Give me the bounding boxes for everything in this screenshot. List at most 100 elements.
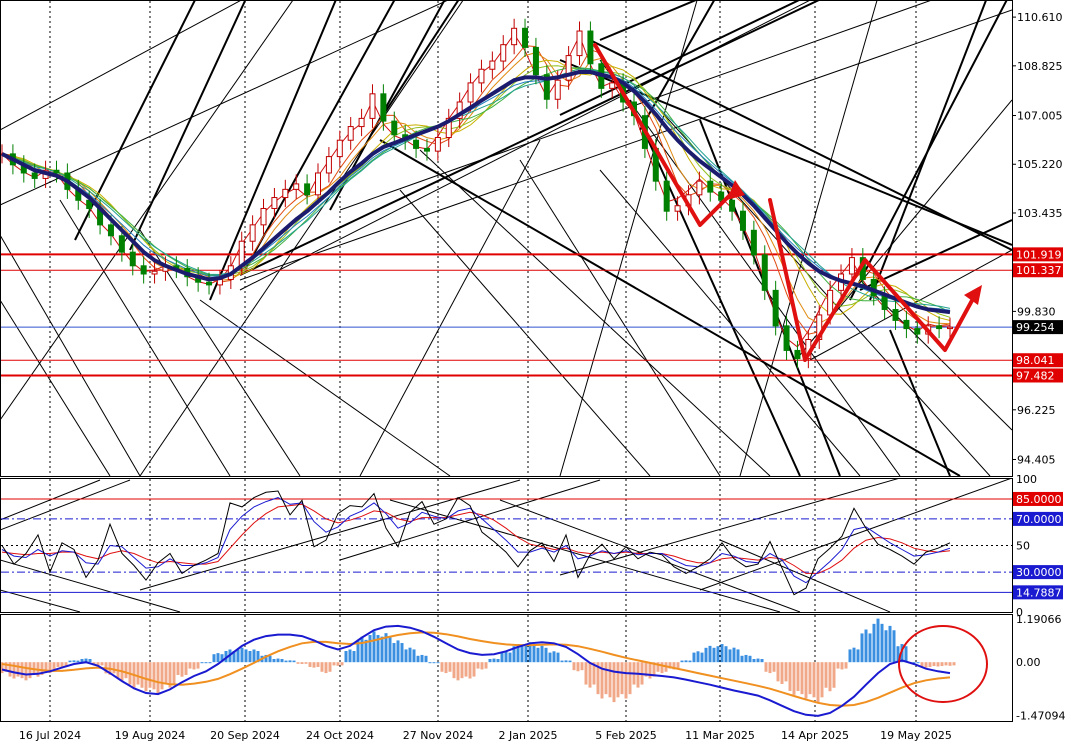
macd-histogram-bar <box>560 660 564 663</box>
macd-histogram-bar <box>492 658 496 663</box>
x-tick-label: 16 Jul 2024 <box>19 729 81 742</box>
x-tick-label: 5 Feb 2025 <box>595 729 656 742</box>
macd-histogram-bar <box>812 662 816 698</box>
macd-histogram-bar <box>688 660 692 663</box>
macd-histogram-bar <box>920 662 924 667</box>
macd-histogram-bar <box>788 662 792 691</box>
macd-histogram-bar <box>540 645 544 663</box>
macd-histogram-bar <box>844 662 848 669</box>
macd-histogram-bar <box>448 662 452 672</box>
macd-histogram-bar <box>896 646 900 663</box>
macd-histogram-bar <box>148 662 152 688</box>
macd-histogram-bar <box>216 653 220 663</box>
macd-histogram-bar <box>388 636 392 663</box>
macd-histogram-bar <box>68 660 72 663</box>
macd-histogram-bar <box>520 646 524 663</box>
candle-body <box>293 183 300 190</box>
macd-histogram-bar <box>872 623 876 663</box>
macd-histogram-bar <box>796 662 800 691</box>
macd-histogram-bar <box>356 639 360 663</box>
macd-histogram-bar <box>500 652 504 663</box>
candle-body <box>478 68 485 84</box>
macd-histogram-bar <box>612 662 616 703</box>
y-tick-label: 107.005 <box>1017 110 1063 123</box>
macd-histogram-bar <box>848 649 852 663</box>
macd-histogram-bar <box>604 662 608 695</box>
macd-histogram-bar <box>544 647 548 663</box>
macd-histogram-bar <box>316 662 320 667</box>
macd-histogram-bar <box>136 662 140 685</box>
macd-histogram-bar <box>940 662 944 667</box>
macd-histogram-bar <box>320 662 324 672</box>
candle-body <box>380 93 387 122</box>
macd-histogram-bar <box>864 629 868 663</box>
macd-histogram-bar <box>736 649 740 663</box>
macd-histogram-bar <box>396 640 400 663</box>
macd-histogram-bar <box>88 658 92 663</box>
macd-histogram-bar <box>672 662 676 670</box>
macd-histogram-bar <box>840 662 844 670</box>
candle-body <box>53 169 60 174</box>
macd-histogram-bar <box>932 662 936 667</box>
candle-body <box>543 74 550 100</box>
macd-histogram-bar <box>792 662 796 695</box>
price-panel <box>0 0 1013 477</box>
level-tag: 97.482 <box>1016 369 1055 382</box>
y-tick-label: 103.435 <box>1017 207 1063 220</box>
candle-body <box>750 229 757 256</box>
macd-histogram-bar <box>472 662 476 677</box>
macd-histogram-bar <box>824 662 828 688</box>
candle-body <box>532 46 539 76</box>
macd-histogram-bar <box>780 662 784 684</box>
price-series <box>1 18 1012 377</box>
macd-histogram-bar <box>580 662 584 671</box>
macd-histogram-bar <box>912 662 916 664</box>
osc-level-tag: 70.0000 <box>1016 513 1062 526</box>
macd-histogram-bar <box>764 662 768 672</box>
macd-histogram-bar <box>432 662 436 664</box>
macd-histogram-bar <box>800 662 804 695</box>
x-tick-label: 11 Mar 2025 <box>685 729 755 742</box>
macd-histogram-bar <box>740 655 744 663</box>
y-tick-label: 94.405 <box>1017 453 1056 466</box>
macd-histogram-bar <box>332 662 336 666</box>
y-tick-label: 99.830 <box>1017 305 1056 318</box>
candle-body <box>347 126 354 141</box>
macd-histogram-bar <box>676 662 680 669</box>
osc-fast-line <box>1 490 951 596</box>
macd-histogram-bar <box>552 651 556 663</box>
macd-histogram-bar <box>272 658 276 663</box>
macd-histogram-bar <box>832 662 836 688</box>
macd-histogram-bar <box>804 662 808 699</box>
candle-body <box>489 60 496 70</box>
y-tick-label: 110.610 <box>1017 11 1063 24</box>
macd-histogram-bar <box>564 660 568 663</box>
macd-histogram-bar <box>20 662 24 679</box>
macd-histogram-bar <box>80 658 84 663</box>
macd-histogram-bar <box>380 636 384 663</box>
macd-histogram-bar <box>876 618 880 663</box>
macd-histogram-bar <box>892 630 896 663</box>
candle-body <box>358 117 365 128</box>
macd-histogram-bar <box>828 662 832 692</box>
macd-histogram-bar <box>660 662 664 674</box>
candle-body <box>914 328 921 335</box>
macd-histogram-bar <box>760 658 764 663</box>
macd-histogram-bar <box>716 646 720 663</box>
candle-body <box>554 79 561 100</box>
macd-histogram-bar <box>412 649 416 663</box>
macd-histogram-bar <box>188 662 192 669</box>
macd-histogram-bar <box>4 662 8 672</box>
macd-histogram-bar <box>376 635 380 663</box>
macd-histogram-bar <box>264 654 268 663</box>
macd-histogram-bar <box>548 652 552 663</box>
macd-histogram-bar <box>880 623 884 663</box>
level-tag-bg <box>1013 263 1063 278</box>
macd-histogram-bar <box>536 647 540 663</box>
osc-level-tag-bg <box>1013 585 1063 600</box>
macd-histogram-bar <box>768 662 772 674</box>
candle-body <box>947 326 953 330</box>
macd-histogram-bar <box>292 660 296 663</box>
macd-histogram-bar <box>48 662 52 674</box>
x-tick-label: 19 May 2025 <box>880 729 952 742</box>
